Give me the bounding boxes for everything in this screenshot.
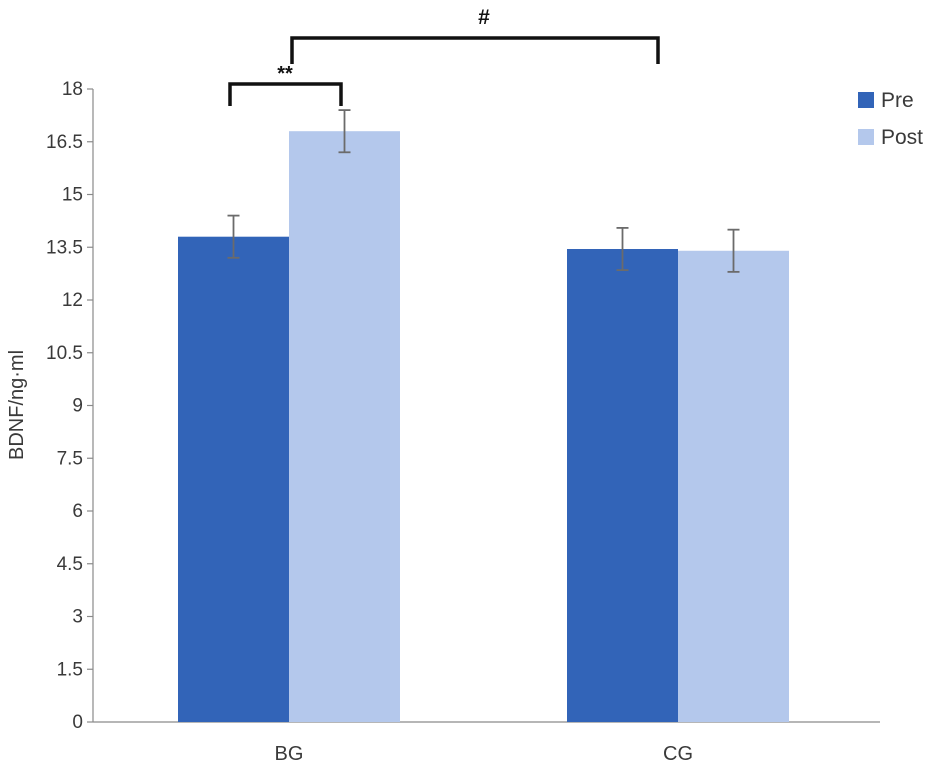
x-category-group: BG CG — [275, 743, 693, 765]
y-tick-label: 16.5 — [46, 132, 83, 153]
error-bars-group — [227, 109, 740, 273]
significance-label-double-star: ** — [277, 63, 293, 85]
legend-swatch-post — [858, 129, 874, 145]
y-tick-label: 13.5 — [46, 237, 83, 258]
y-tick-label: 18 — [62, 79, 83, 100]
bar-cg-pre — [567, 249, 678, 722]
y-tick-label: 3 — [72, 607, 83, 628]
bar-bg-pre — [178, 236, 289, 722]
legend-label-post: Post — [881, 126, 923, 149]
significance-annotations: ** # — [228, 6, 660, 106]
y-axis: 0 1.5 3 4.5 6 7.5 9 10.5 12 13.5 15 16.5 18 BDNF/ng·… — [6, 79, 94, 733]
y-tick-label: 9 — [72, 396, 83, 417]
x-axis: BG CG — [93, 721, 880, 765]
x-category-label: CG — [663, 743, 693, 765]
legend-swatch-pre — [858, 92, 874, 108]
y-tick-label: 4.5 — [57, 554, 83, 575]
bar-bg-post — [289, 131, 400, 722]
legend: Pre Post — [858, 89, 923, 149]
y-tick-label: 10.5 — [46, 343, 83, 364]
y-tick-label: 0 — [72, 712, 83, 733]
y-tick-label: 15 — [62, 185, 83, 206]
significance-label-hash: # — [478, 6, 490, 29]
y-tick-group: 0 1.5 3 4.5 6 7.5 9 10.5 12 13.5 15 16.5 18 — [46, 79, 93, 733]
bar-cg-post — [678, 250, 789, 722]
legend-label-pre: Pre — [881, 89, 914, 112]
y-axis-title: BDNF/ng·ml — [6, 350, 28, 460]
bracket-bg-pre-post — [228, 82, 343, 106]
bars-group — [178, 131, 789, 722]
y-tick-label: 7.5 — [57, 448, 83, 469]
y-tick-label: 12 — [62, 290, 83, 311]
y-tick-label: 1.5 — [57, 659, 83, 680]
bracket-bg-cg — [290, 36, 660, 64]
x-category-label: BG — [275, 743, 304, 765]
y-tick-label: 6 — [72, 501, 83, 522]
